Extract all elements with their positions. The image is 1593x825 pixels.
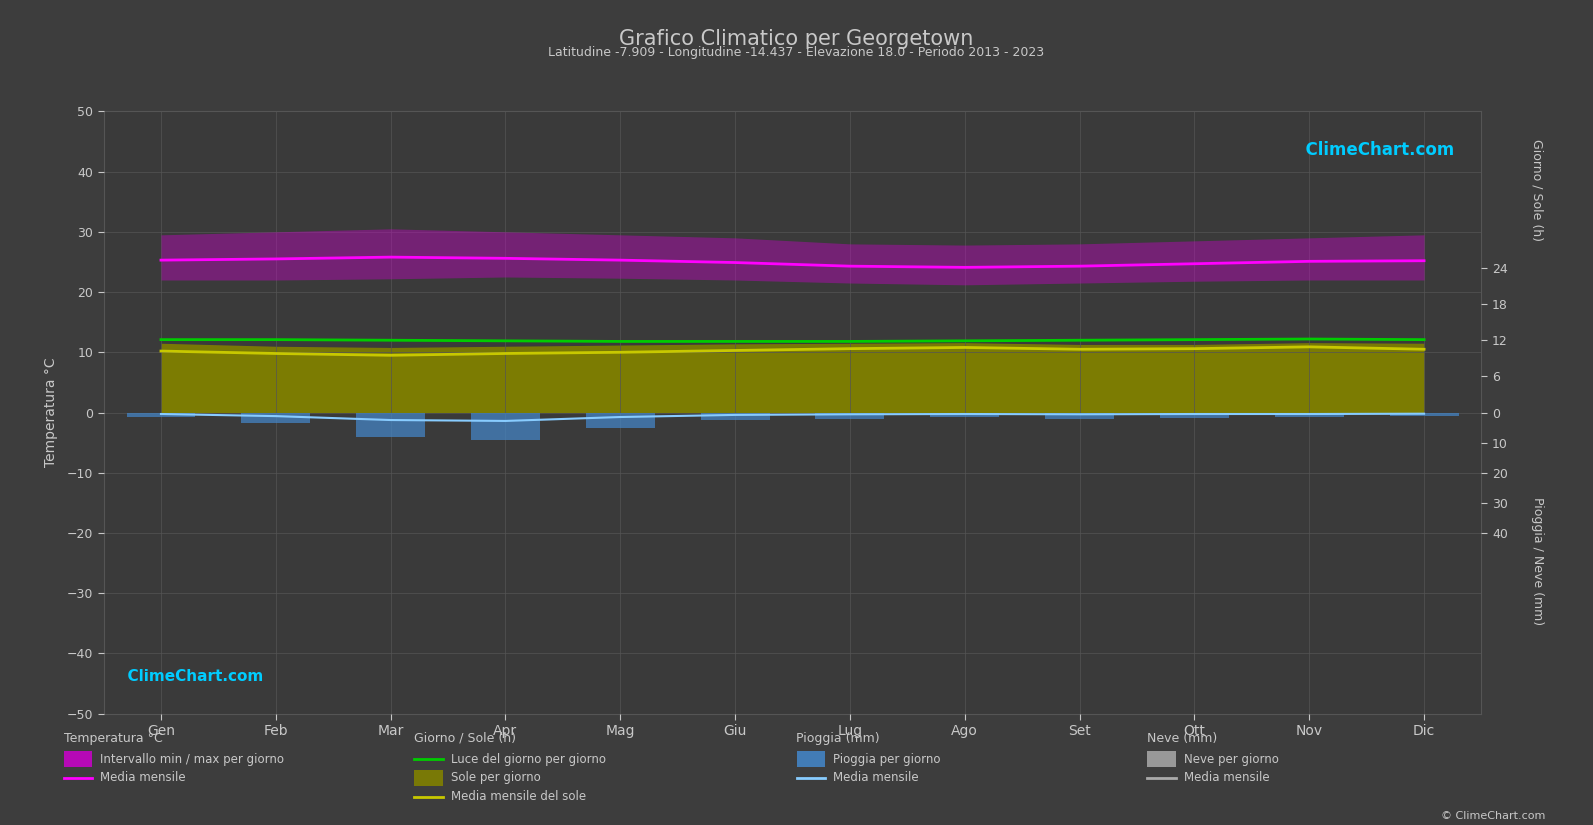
Bar <box>472 412 540 440</box>
Text: Latitudine -7.909 - Longitudine -14.437 - Elevazione 18.0 - Periodo 2013 - 2023: Latitudine -7.909 - Longitudine -14.437 … <box>548 46 1045 59</box>
Bar <box>930 412 999 417</box>
Text: Intervallo min / max per giorno: Intervallo min / max per giorno <box>100 752 285 766</box>
Text: ClimeChart.com: ClimeChart.com <box>118 668 263 683</box>
Text: Giorno / Sole (h): Giorno / Sole (h) <box>414 732 516 745</box>
Bar <box>586 412 655 427</box>
Text: Temperatura °C: Temperatura °C <box>64 732 162 745</box>
Text: Pioggia (mm): Pioggia (mm) <box>796 732 879 745</box>
Text: © ClimeChart.com: © ClimeChart.com <box>1440 811 1545 821</box>
Bar <box>1045 412 1114 418</box>
Text: Media mensile: Media mensile <box>100 771 186 785</box>
Text: Media mensile del sole: Media mensile del sole <box>451 790 586 804</box>
Bar <box>1274 412 1343 417</box>
Text: Pioggia / Neve (mm): Pioggia / Neve (mm) <box>1531 497 1544 625</box>
Y-axis label: Temperatura °C: Temperatura °C <box>45 358 59 467</box>
Bar <box>126 412 196 417</box>
Bar <box>1160 412 1228 418</box>
Text: Media mensile: Media mensile <box>1184 771 1270 785</box>
Text: Giorno / Sole (h): Giorno / Sole (h) <box>1531 139 1544 241</box>
Text: Grafico Climatico per Georgetown: Grafico Climatico per Georgetown <box>620 29 973 49</box>
Bar <box>1389 412 1459 416</box>
Text: Media mensile: Media mensile <box>833 771 919 785</box>
Text: Luce del giorno per giorno: Luce del giorno per giorno <box>451 752 605 766</box>
Bar <box>816 412 884 418</box>
Text: Neve (mm): Neve (mm) <box>1147 732 1217 745</box>
Text: Neve per giorno: Neve per giorno <box>1184 752 1279 766</box>
Text: Pioggia per giorno: Pioggia per giorno <box>833 752 940 766</box>
Text: ClimeChart.com: ClimeChart.com <box>1294 142 1454 159</box>
Bar <box>242 412 311 423</box>
Bar <box>701 412 769 420</box>
Bar <box>357 412 425 436</box>
Text: Sole per giorno: Sole per giorno <box>451 771 540 785</box>
